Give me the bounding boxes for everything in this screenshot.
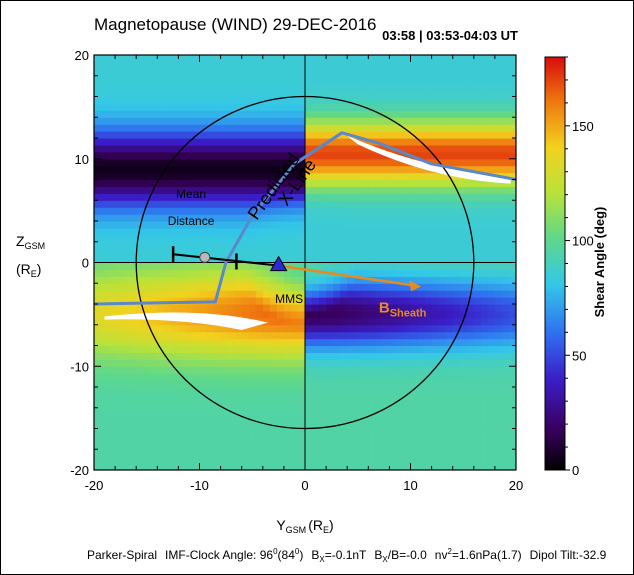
mean-distance-label-line1: Mean	[176, 187, 206, 201]
white-streak-right	[347, 135, 511, 184]
magnetopause-circle	[135, 95, 475, 430]
chart-title: Magnetopause (WIND) 29-DEC-2016	[94, 15, 377, 34]
time-label: 03:58 | 03:53-04:03 UT	[382, 28, 518, 43]
colorbar-tick-label: 50	[572, 348, 586, 363]
shear-angle-heatmap	[94, 55, 516, 470]
mean-distance-line	[173, 253, 279, 267]
y-tick-label: -10	[70, 359, 89, 374]
x-axis-label: YGSM (RE)	[276, 517, 333, 535]
mms-marker	[269, 255, 288, 272]
x-tick-label: 10	[403, 478, 417, 493]
colorbar-label: Shear Angle (deg)	[592, 207, 607, 318]
b-sheath-arrow	[278, 264, 414, 287]
footer-line: Parker-Spiral IMF-Clock Angle: 960(840) BX…	[87, 547, 607, 564]
y-tick-label: -20	[70, 463, 89, 478]
axes: -20 -10 0 10 20 -20 -10 0 10 20	[70, 48, 523, 493]
y-tick-label: 0	[82, 256, 89, 271]
y-tick-label: 20	[75, 48, 89, 63]
mean-distance-label-line2: Distance	[168, 214, 215, 228]
mean-distance-point	[199, 251, 211, 263]
b-sheath-label: BSheath	[379, 299, 427, 319]
mms-label: MMS	[275, 292, 303, 306]
y-axis-label-unit: (RE)	[16, 261, 41, 279]
colorbar	[544, 56, 566, 471]
colorbar-ticks: 0 50 100 150	[565, 56, 594, 478]
y-axis-label-main: ZGSM	[16, 233, 45, 251]
colorbar-tick-label: 100	[572, 234, 594, 249]
b-sheath-arrowhead	[409, 280, 422, 292]
x-tick-label: -10	[190, 478, 209, 493]
x-tick-label: -20	[85, 478, 104, 493]
x-tick-label: 0	[301, 478, 308, 493]
predicted-xline	[93, 131, 517, 306]
y-tick-label: 10	[75, 152, 89, 167]
colorbar-tick-label: 0	[572, 463, 579, 478]
colorbar-tick-label: 150	[572, 119, 594, 134]
x-tick-label: 20	[509, 478, 523, 493]
